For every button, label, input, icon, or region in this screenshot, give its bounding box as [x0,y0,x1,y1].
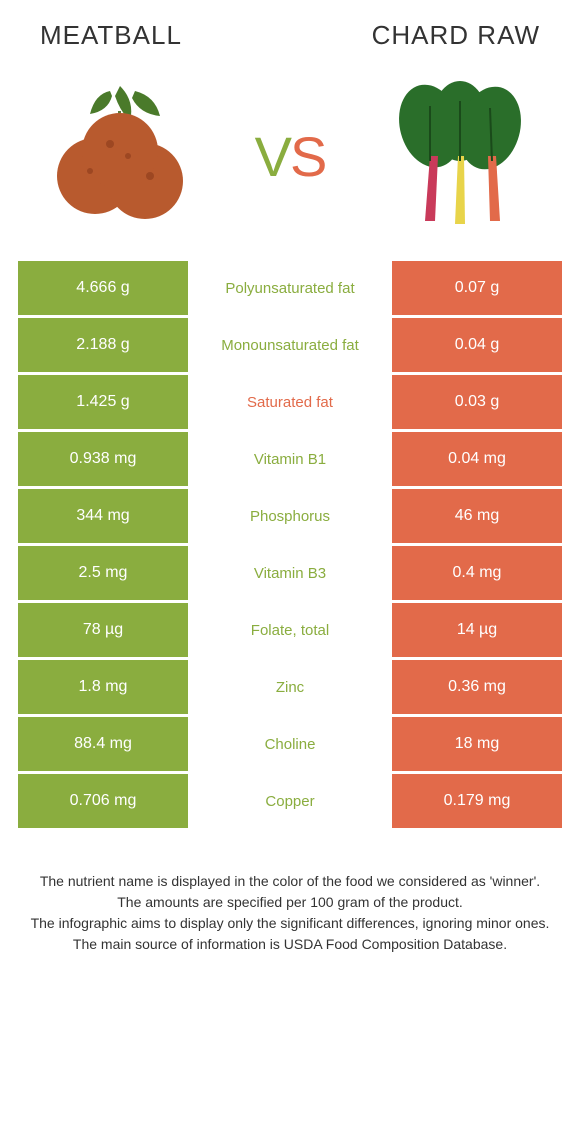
nutrient-label: Phosphorus [188,489,392,543]
right-value-cell: 18 mg [392,717,562,771]
vs-v-letter: V [255,125,290,188]
nutrient-label: Monounsaturated fat [188,318,392,372]
nutrient-label: Folate, total [188,603,392,657]
meatball-image [40,76,200,236]
nutrient-label: Zinc [188,660,392,714]
nutrient-row: 2.188 gMonounsaturated fat0.04 g [18,318,562,372]
nutrient-row: 78 µgFolate, total14 µg [18,603,562,657]
nutrient-row: 4.666 gPolyunsaturated fat0.07 g [18,261,562,315]
left-value-cell: 0.938 mg [18,432,188,486]
footer-line-4: The main source of information is USDA F… [30,934,550,955]
right-food-title: Chard raw [372,20,540,51]
left-food-title: Meatball [40,20,182,51]
right-value-cell: 0.4 mg [392,546,562,600]
right-value-cell: 0.179 mg [392,774,562,828]
header-row: Meatball Chard raw [0,0,580,61]
images-row: VS [0,61,580,261]
left-value-cell: 88.4 mg [18,717,188,771]
nutrient-row: 0.706 mgCopper0.179 mg [18,774,562,828]
nutrient-row: 344 mgPhosphorus46 mg [18,489,562,543]
right-value-cell: 0.04 mg [392,432,562,486]
nutrient-label: Vitamin B3 [188,546,392,600]
footer-line-3: The infographic aims to display only the… [30,913,550,934]
chard-icon [380,76,540,236]
nutrient-row: 0.938 mgVitamin B10.04 mg [18,432,562,486]
right-value-cell: 0.04 g [392,318,562,372]
footer-line-1: The nutrient name is displayed in the co… [30,871,550,892]
left-value-cell: 1.8 mg [18,660,188,714]
nutrient-row: 1.8 mgZinc0.36 mg [18,660,562,714]
nutrient-row: 1.425 gSaturated fat0.03 g [18,375,562,429]
left-value-cell: 78 µg [18,603,188,657]
nutrient-label: Saturated fat [188,375,392,429]
nutrient-label: Polyunsaturated fat [188,261,392,315]
left-value-cell: 4.666 g [18,261,188,315]
vs-s-letter: S [290,125,325,188]
nutrient-table: 4.666 gPolyunsaturated fat0.07 g2.188 gM… [0,261,580,828]
right-value-cell: 0.03 g [392,375,562,429]
right-value-cell: 0.36 mg [392,660,562,714]
footer-line-2: The amounts are specified per 100 gram o… [30,892,550,913]
chard-image [380,76,540,236]
nutrient-label: Copper [188,774,392,828]
left-value-cell: 1.425 g [18,375,188,429]
nutrient-label: Vitamin B1 [188,432,392,486]
vs-label: VS [255,124,326,189]
left-value-cell: 344 mg [18,489,188,543]
right-value-cell: 14 µg [392,603,562,657]
right-value-cell: 0.07 g [392,261,562,315]
footer-text: The nutrient name is displayed in the co… [0,831,580,955]
nutrient-row: 88.4 mgCholine18 mg [18,717,562,771]
nutrient-row: 2.5 mgVitamin B30.4 mg [18,546,562,600]
right-value-cell: 46 mg [392,489,562,543]
left-value-cell: 2.188 g [18,318,188,372]
meatball-icon [40,76,200,236]
left-value-cell: 0.706 mg [18,774,188,828]
left-value-cell: 2.5 mg [18,546,188,600]
nutrient-label: Choline [188,717,392,771]
